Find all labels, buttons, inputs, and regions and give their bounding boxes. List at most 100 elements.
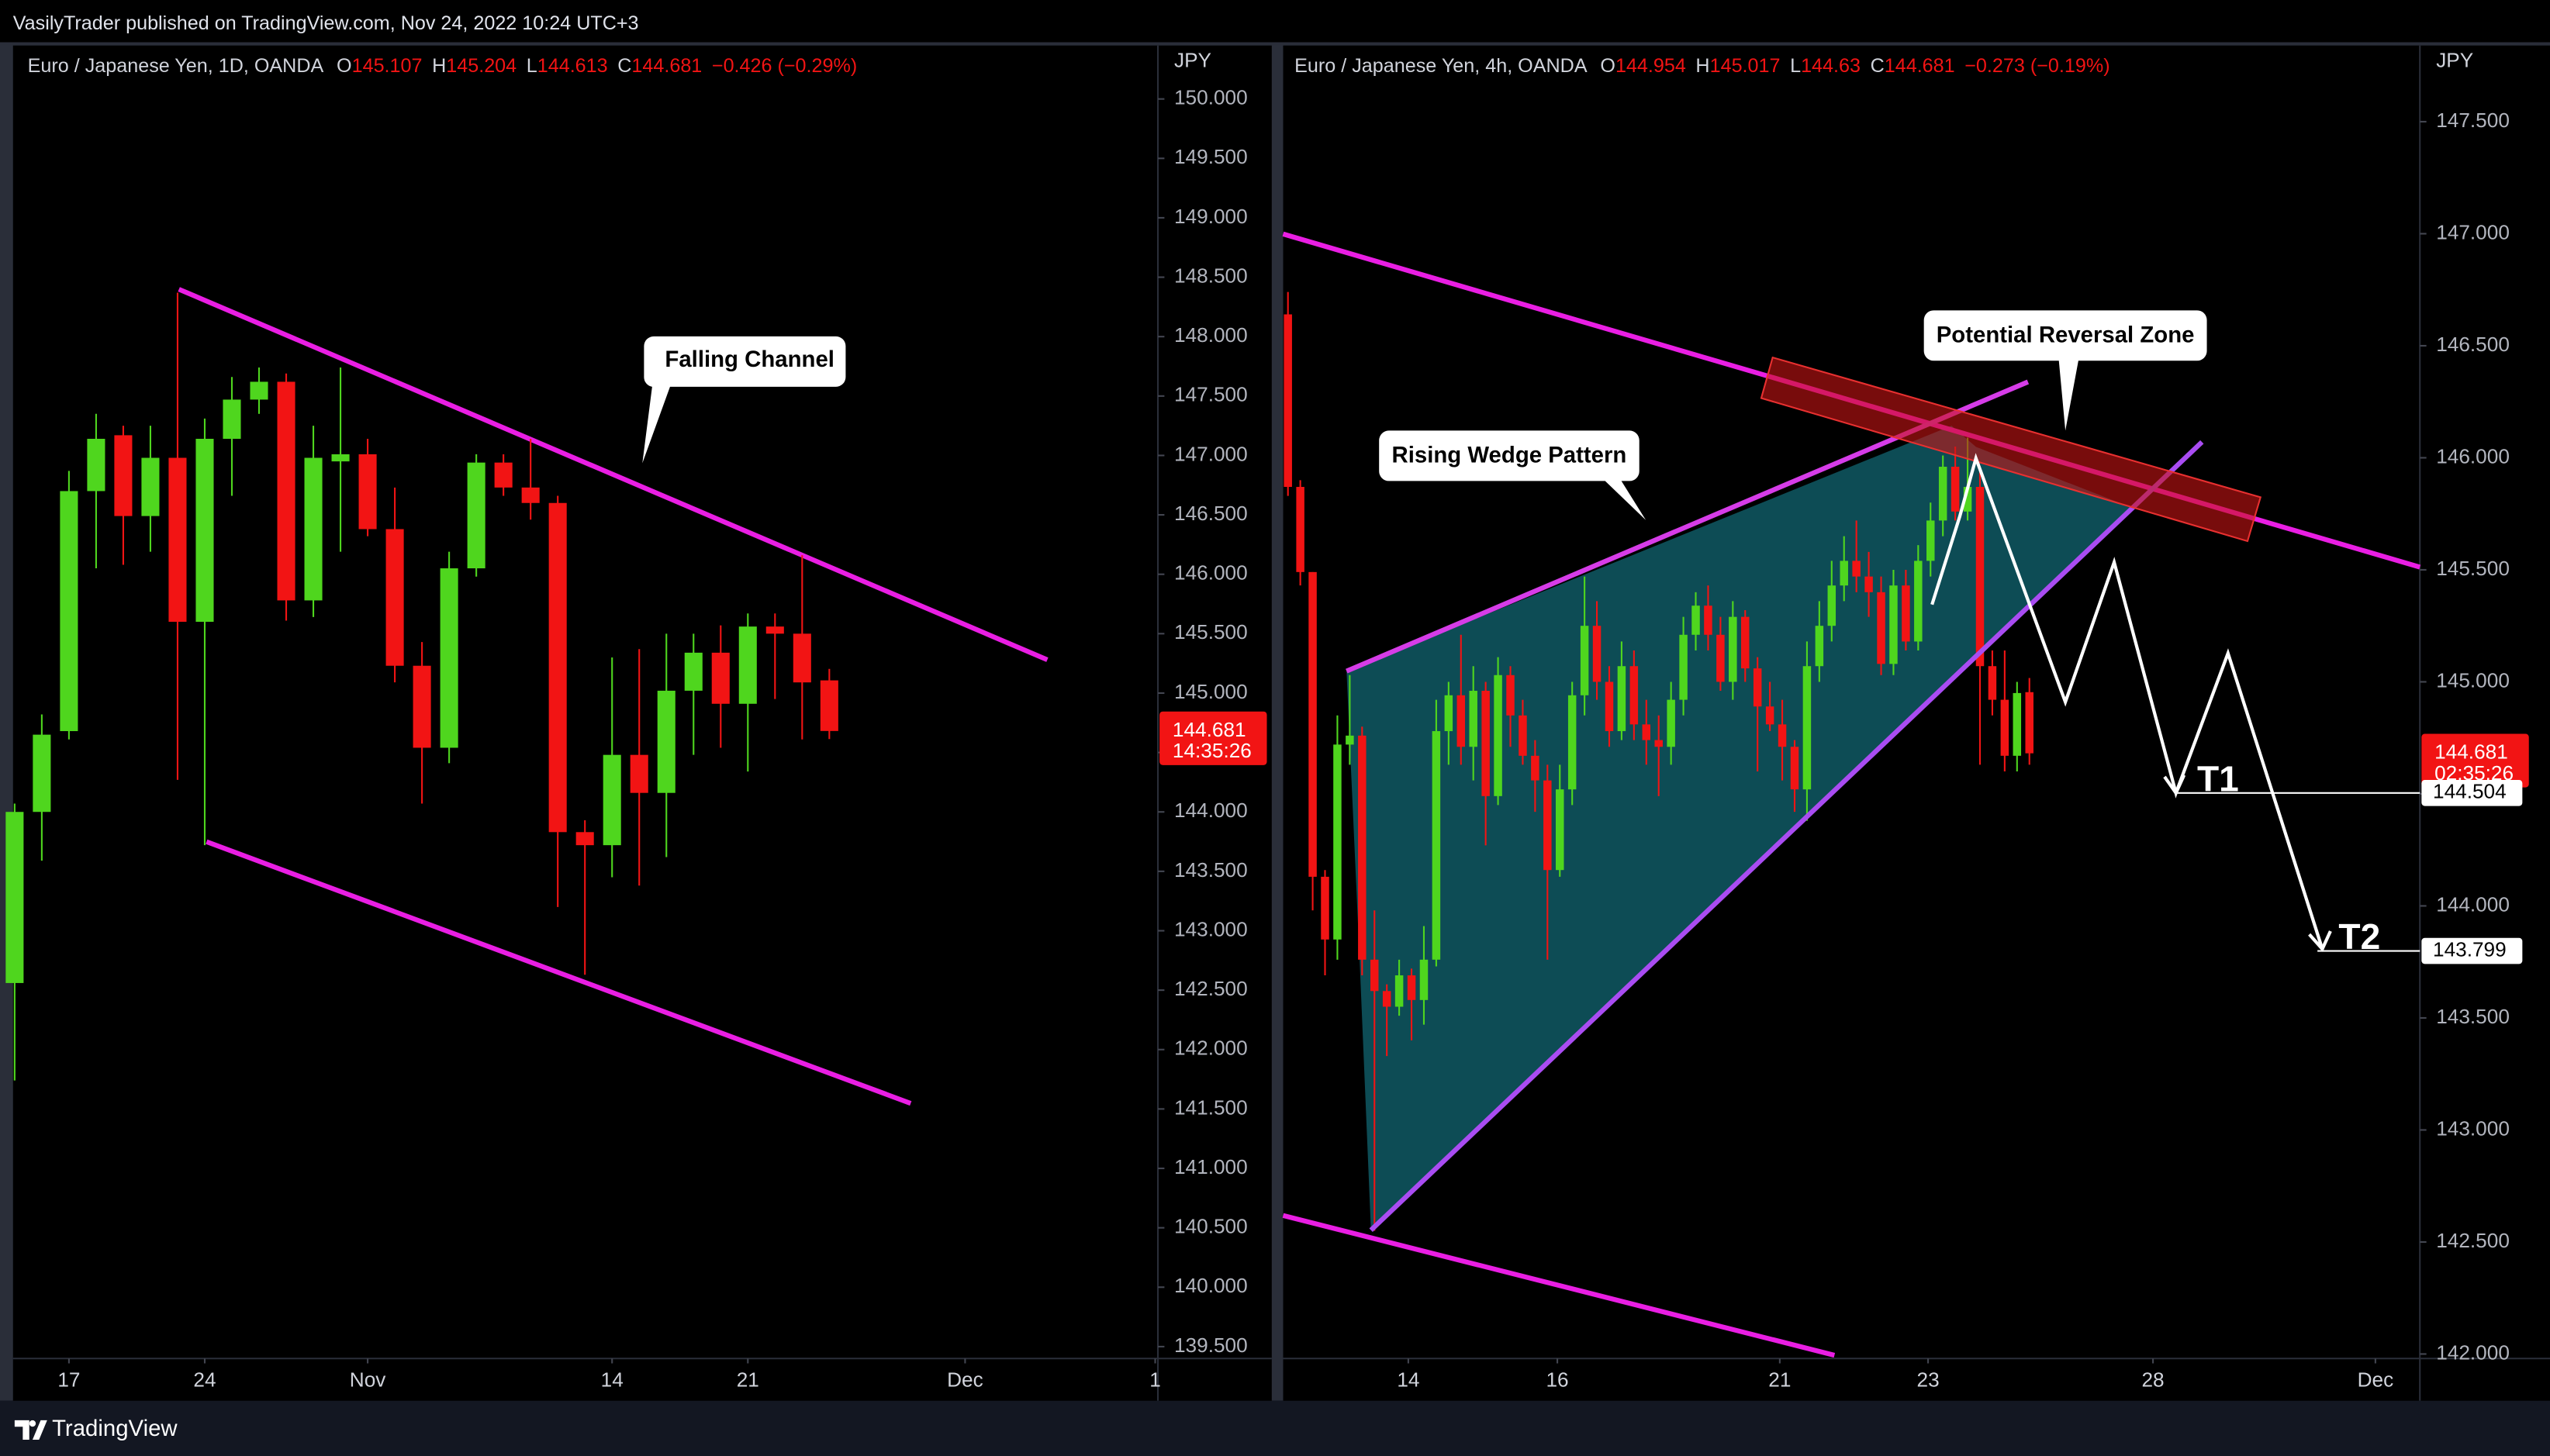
callout: Rising Wedge Pattern [1379,430,1646,520]
x-tick-label: 14 [601,1368,624,1392]
x-tick-label: 21 [1768,1368,1791,1392]
y-tick-label: 145.500 [2436,557,2510,580]
candle-body [548,502,567,833]
candle-body [331,454,350,462]
currency: JPY [2436,49,2473,72]
y-tick-label: 147.000 [1174,442,1248,465]
y-tick-label: 147.500 [1174,383,1248,406]
candle-body [684,652,703,691]
y-tick-label: 146.500 [2436,333,2510,356]
candle-body [195,438,214,623]
candle-body [1951,467,1960,512]
candle-body [223,399,241,439]
candle-body [1938,467,1947,521]
candle-body [1729,616,1737,682]
x-tick-label: 23 [1917,1368,1940,1392]
projection-path [1930,453,2324,950]
candle-body [1308,571,1317,877]
candle-body [1691,606,1700,635]
y-tick-label: 142.000 [2436,1340,2510,1364]
x-tick-label: 14 [1397,1368,1419,1392]
y-tick-label: 150.000 [1174,86,1248,109]
symbol: Euro / Japanese Yen, 4h, OANDA [1294,55,1588,77]
candle-body [1815,626,1824,667]
candle-body [1778,724,1787,747]
change: −0.273 (−0.19%) [1964,55,2109,77]
legend: Euro / Japanese Yen, 4h, OANDA O144.954 H1… [1294,55,2109,77]
candle-body [1494,675,1502,796]
x-tick-label: 16 [1546,1368,1568,1392]
target-price: 143.799 [2433,937,2507,961]
candle-body [1975,487,1985,667]
candle-body [1654,740,1663,747]
wedge-line [1369,440,2204,1232]
ohlc-value: 145.017 [1710,55,1781,77]
candle-body [1284,314,1292,488]
candles [1284,292,2033,1231]
y-tick-label: 141.000 [1174,1155,1248,1178]
channel-line [206,839,912,1106]
ohlc-value: 144.954 [1615,55,1686,77]
callout-box [642,336,846,464]
x-tick-label: 17 [57,1368,80,1392]
callout-text: Potential Reversal Zone [1937,323,2195,348]
y-tick-label: 140.000 [1174,1274,1248,1297]
candle-body [277,381,295,601]
candle-body [1469,691,1477,747]
x-tick-label: 28 [2141,1368,2164,1392]
price-tag-value: 144.681 [2434,740,2508,764]
candle-body [1444,695,1453,732]
ohlc-value: 144.613 [537,55,608,77]
x-tick-label: Nov [350,1368,386,1392]
candle-body [1679,634,1688,700]
candle-body [1765,706,1774,725]
ohlc-value: 144.681 [631,55,702,77]
candle-body [1333,744,1342,940]
candle-body [521,487,540,503]
candles [5,292,838,1081]
candle-body [1605,681,1614,732]
candle-body [2013,692,2022,756]
candle-body [711,652,730,704]
ohlc-value: 144.63 [1801,55,1861,77]
callout: Falling Channel [642,336,846,464]
candle-body [1543,780,1552,871]
candle-body [5,812,24,983]
candle-body [141,457,160,516]
pane-separator [1271,42,1284,1401]
candle-body [1790,747,1799,790]
channel-line [178,287,1049,662]
channel-line [1282,1213,1836,1358]
candle-body [1667,699,1675,747]
target-label: T2 [2338,916,2380,957]
y-tick-label: 145.000 [1174,680,1248,703]
candle-body [114,435,133,516]
candle-body [1840,561,1848,586]
candle-body [575,832,594,846]
reversal-zone [1760,356,2262,543]
y-tick-label: 149.000 [1174,205,1248,228]
ohlc-value: 144.681 [1885,55,1955,77]
candle-body [1567,695,1577,790]
candle-body [1963,487,1972,512]
candle-body [60,491,78,732]
candle-body [1382,991,1391,1007]
candle-body [1407,975,1416,1000]
candle-body [1852,561,1861,577]
ohlc-key: C [617,55,631,77]
candle-body [1580,626,1589,695]
candle-body [413,665,431,748]
drawings [1346,356,2332,1232]
candle-body [2025,692,2033,754]
y-tick-label: 143.500 [2436,1005,2510,1028]
y-tick-label: 142.500 [1174,977,1248,1000]
candle-body [1358,735,1367,960]
candle-body [1592,626,1602,682]
logo [14,1420,47,1440]
candle-body [1456,695,1466,747]
publisher-bar: VasilyTrader published on TradingView.co… [13,12,639,34]
candle-body [630,754,648,793]
candle-body [467,462,485,569]
candle-body [1902,585,1910,642]
candle-body [1988,666,1997,700]
